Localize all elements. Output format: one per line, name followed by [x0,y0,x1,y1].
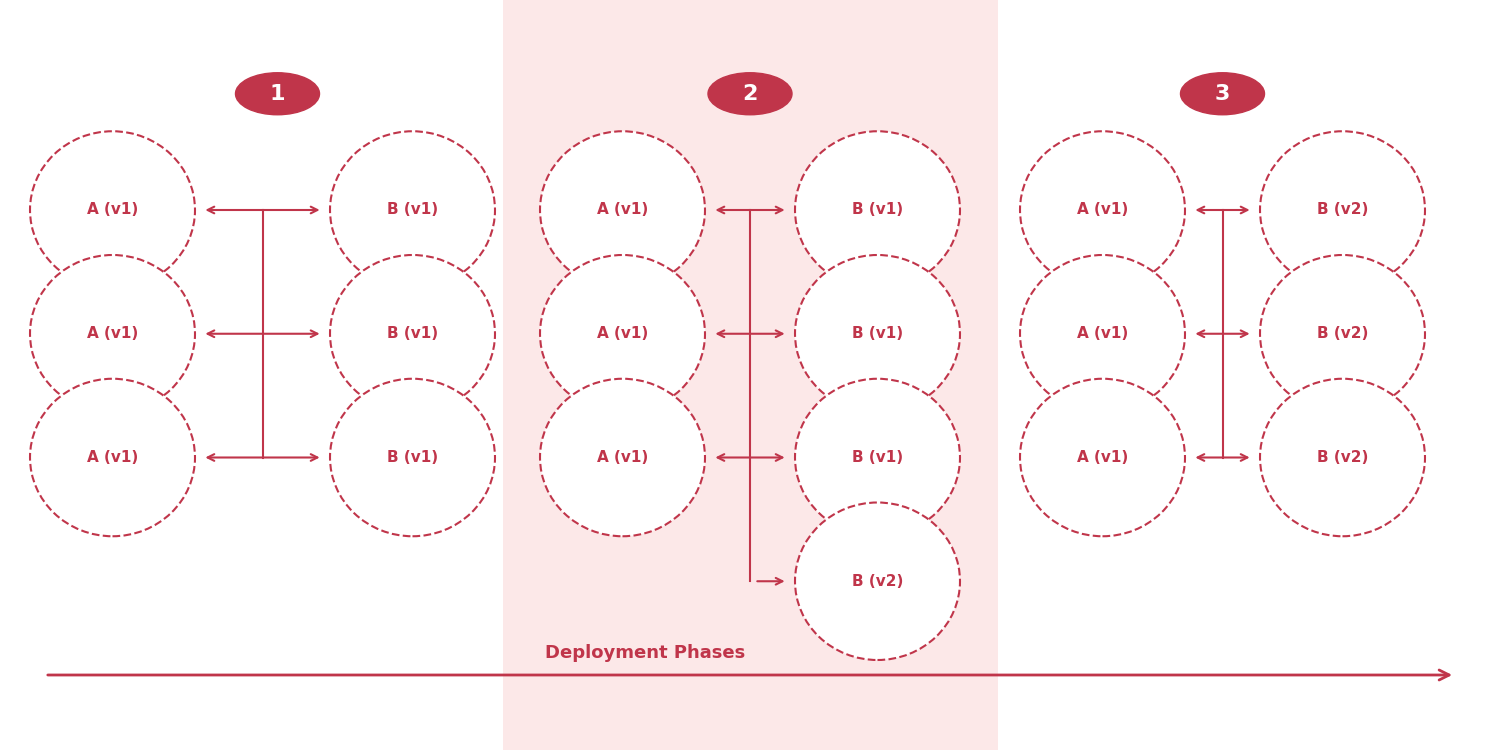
Ellipse shape [795,379,960,536]
Text: B (v1): B (v1) [387,326,438,341]
Text: A (v1): A (v1) [87,326,138,341]
Text: 2: 2 [742,84,758,104]
Ellipse shape [1260,255,1425,413]
Text: A (v1): A (v1) [1077,326,1128,341]
Text: 1: 1 [270,84,285,104]
Text: B (v1): B (v1) [852,202,903,217]
Ellipse shape [540,255,705,413]
Ellipse shape [30,379,195,536]
Text: B (v1): B (v1) [387,202,438,217]
Text: A (v1): A (v1) [597,450,648,465]
Ellipse shape [330,379,495,536]
Text: B (v1): B (v1) [852,450,903,465]
Ellipse shape [330,131,495,289]
Ellipse shape [1260,131,1425,289]
Circle shape [236,73,320,115]
Ellipse shape [30,255,195,413]
Text: 3: 3 [1215,84,1230,104]
Text: B (v2): B (v2) [1317,326,1368,341]
Ellipse shape [1260,379,1425,536]
Ellipse shape [330,255,495,413]
Text: B (v1): B (v1) [852,326,903,341]
Ellipse shape [795,503,960,660]
Text: A (v1): A (v1) [1077,202,1128,217]
Text: B (v2): B (v2) [1317,202,1368,217]
Text: A (v1): A (v1) [597,202,648,217]
Text: Deployment Phases: Deployment Phases [544,644,746,662]
Circle shape [1180,73,1264,115]
Circle shape [708,73,792,115]
Text: A (v1): A (v1) [1077,450,1128,465]
Text: A (v1): A (v1) [87,450,138,465]
Ellipse shape [795,131,960,289]
Ellipse shape [540,131,705,289]
Text: B (v2): B (v2) [1317,450,1368,465]
Ellipse shape [1020,131,1185,289]
Ellipse shape [795,255,960,413]
Text: B (v2): B (v2) [852,574,903,589]
Ellipse shape [1020,379,1185,536]
Ellipse shape [30,131,195,289]
Ellipse shape [1020,255,1185,413]
Text: A (v1): A (v1) [87,202,138,217]
Text: B (v1): B (v1) [387,450,438,465]
FancyBboxPatch shape [503,0,998,750]
Ellipse shape [540,379,705,536]
Text: A (v1): A (v1) [597,326,648,341]
